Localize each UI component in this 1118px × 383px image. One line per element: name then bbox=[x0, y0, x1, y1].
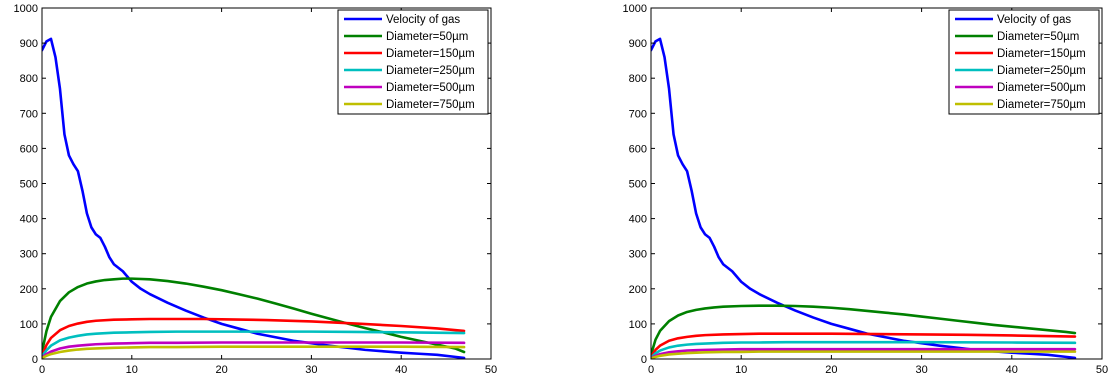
y-tick-label: 1000 bbox=[14, 3, 38, 15]
y-tick-label: 100 bbox=[20, 319, 38, 331]
y-tick-label: 900 bbox=[20, 38, 38, 50]
series-line-3 bbox=[42, 317, 466, 357]
y-tick-label: 700 bbox=[629, 108, 647, 120]
y-tick-label: 900 bbox=[629, 38, 647, 50]
x-tick-label: 0 bbox=[648, 364, 654, 376]
x-tick-label: 30 bbox=[915, 364, 927, 376]
y-tick-label: 400 bbox=[629, 214, 647, 226]
chart-panel-2: 0 10 20 30 40 5001002003004005006007008009001… bbox=[623, 3, 1109, 376]
y-tick-label: 0 bbox=[641, 354, 647, 366]
legend-label-1: Velocity of gas bbox=[997, 14, 1071, 26]
y-tick-label: 200 bbox=[20, 284, 38, 296]
y-tick-label: 300 bbox=[20, 249, 38, 261]
series-line-5 bbox=[42, 341, 466, 359]
series-line-5 bbox=[651, 347, 1077, 359]
y-tick-label: 400 bbox=[20, 214, 38, 226]
x-tick-label: 20 bbox=[825, 364, 837, 376]
legend-label-3: Diameter=150µm bbox=[386, 48, 475, 60]
series-line-4 bbox=[651, 340, 1077, 359]
y-tick-label: 600 bbox=[20, 143, 38, 155]
y-tick-label: 800 bbox=[20, 73, 38, 85]
legend-label-3: Diameter=150µm bbox=[997, 48, 1086, 60]
series-group bbox=[651, 37, 1077, 359]
legend-label-1: Velocity of gas bbox=[386, 14, 460, 26]
series-group bbox=[42, 37, 466, 359]
x-tick-label: 10 bbox=[126, 364, 138, 376]
legend-label-2: Diameter=50µm bbox=[386, 31, 468, 43]
x-tick-label: 20 bbox=[215, 364, 227, 376]
series-line-6 bbox=[42, 345, 466, 359]
series-line-1 bbox=[42, 37, 466, 359]
legend-label-2: Diameter=50µm bbox=[997, 31, 1079, 43]
legend-label-5: Diameter=500µm bbox=[386, 82, 475, 94]
legend-box bbox=[948, 9, 1100, 115]
x-tick-label: 30 bbox=[305, 364, 317, 376]
legend-label-6: Diameter=750µm bbox=[997, 99, 1086, 111]
x-tick-label: 40 bbox=[1006, 364, 1018, 376]
series-line-4 bbox=[42, 330, 466, 358]
x-tick-label: 50 bbox=[485, 364, 497, 376]
y-tick-label: 500 bbox=[20, 179, 38, 191]
y-tick-label: 700 bbox=[20, 108, 38, 120]
x-tick-label: 50 bbox=[1096, 364, 1108, 376]
series-line-6 bbox=[651, 350, 1077, 359]
y-tick-label: 100 bbox=[629, 319, 647, 331]
legend-label-4: Diameter=250µm bbox=[386, 65, 475, 77]
legend-label-4: Diameter=250µm bbox=[997, 65, 1086, 77]
y-tick-label: 300 bbox=[629, 249, 647, 261]
x-tick-label: 40 bbox=[395, 364, 407, 376]
chart-panel-1: 0 10 20 30 40 5001002003004005006007008009001… bbox=[14, 3, 498, 376]
y-tick-label: 600 bbox=[629, 143, 647, 155]
x-tick-label: 0 bbox=[39, 364, 45, 376]
y-tick-label: 0 bbox=[32, 354, 38, 366]
x-tick-label: 10 bbox=[735, 364, 747, 376]
y-tick-label: 500 bbox=[629, 179, 647, 191]
series-line-2 bbox=[651, 304, 1077, 357]
y-tick-label: 200 bbox=[629, 284, 647, 296]
legend-label-6: Diameter=750µm bbox=[386, 99, 475, 111]
legend-box bbox=[337, 9, 489, 115]
y-tick-label: 800 bbox=[629, 73, 647, 85]
legend: Velocity of gas Diameter=50µm Diameter=150… bbox=[948, 9, 1100, 115]
legend-label-5: Diameter=500µm bbox=[997, 82, 1086, 94]
y-tick-label: 1000 bbox=[623, 3, 647, 15]
series-line-3 bbox=[651, 332, 1077, 359]
legend: Velocity of gas Diameter=50µm Diameter=150… bbox=[337, 9, 489, 115]
